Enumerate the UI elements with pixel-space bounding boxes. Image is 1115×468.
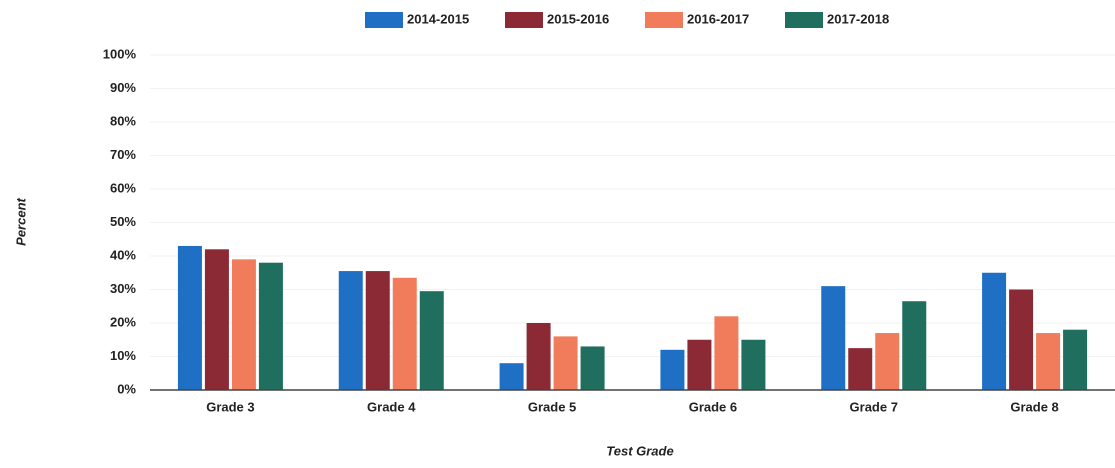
bar <box>499 363 524 390</box>
bar <box>365 271 390 390</box>
bar <box>338 271 363 390</box>
legend-label: 2016-2017 <box>687 11 749 26</box>
y-tick-label: 70% <box>110 147 136 162</box>
bar <box>821 286 846 390</box>
bar <box>714 316 739 390</box>
x-tick-label: Grade 6 <box>689 399 737 414</box>
bar <box>848 348 873 390</box>
x-tick-label: Grade 4 <box>367 399 416 414</box>
bar <box>875 333 900 390</box>
y-tick-label: 100% <box>103 46 137 61</box>
y-tick-label: 80% <box>110 113 136 128</box>
x-tick-label: Grade 3 <box>206 399 254 414</box>
bar <box>741 339 766 390</box>
bar <box>1063 329 1088 390</box>
bar <box>902 301 927 390</box>
y-tick-label: 40% <box>110 247 136 262</box>
y-tick-label: 50% <box>110 214 136 229</box>
bar <box>392 277 417 390</box>
x-tick-label: Grade 8 <box>1010 399 1058 414</box>
legend-swatch <box>785 12 823 28</box>
y-axis-title: Percent <box>13 197 28 245</box>
y-tick-label: 60% <box>110 180 136 195</box>
bar <box>982 272 1007 390</box>
bar <box>526 323 551 390</box>
bar <box>687 339 712 390</box>
bar <box>204 249 229 390</box>
x-axis-title: Test Grade <box>606 443 673 458</box>
bar <box>231 259 256 390</box>
bar <box>1009 289 1034 390</box>
bar <box>419 291 444 390</box>
legend-swatch <box>365 12 403 28</box>
legend-label: 2014-2015 <box>407 11 469 26</box>
bar <box>553 336 578 390</box>
bar <box>258 262 283 390</box>
legend-label: 2017-2018 <box>827 11 889 26</box>
legend-swatch <box>505 12 543 28</box>
x-tick-label: Grade 5 <box>528 399 576 414</box>
bar <box>580 346 605 390</box>
x-tick-label: Grade 7 <box>850 399 898 414</box>
y-tick-label: 30% <box>110 281 136 296</box>
y-tick-label: 90% <box>110 80 136 95</box>
legend-swatch <box>645 12 683 28</box>
bar <box>660 349 685 390</box>
bar <box>177 245 202 390</box>
bar <box>1036 333 1061 390</box>
y-tick-label: 20% <box>110 314 136 329</box>
y-tick-label: 0% <box>117 381 136 396</box>
legend-label: 2015-2016 <box>547 11 609 26</box>
y-tick-label: 10% <box>110 348 136 363</box>
